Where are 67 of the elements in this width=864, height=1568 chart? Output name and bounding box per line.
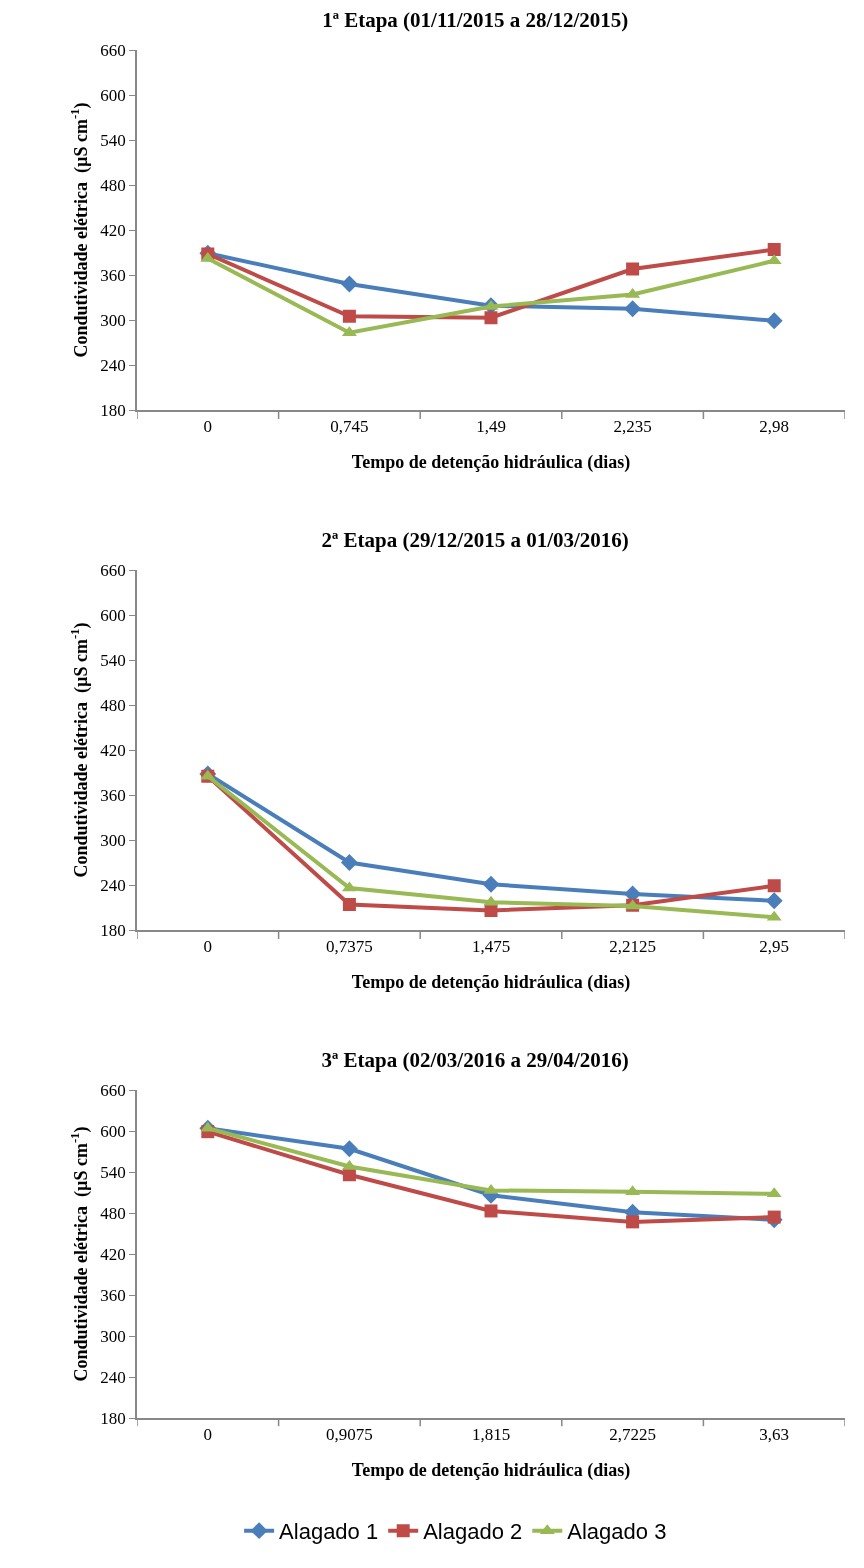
point (767, 243, 781, 256)
x-tick-label: 0,745 (330, 417, 369, 437)
x-tick-label: 0,7375 (326, 937, 373, 957)
x-axis-title: Tempo de detenção hidráulica (dias) (351, 971, 631, 993)
y-tick-label: 300 (100, 310, 126, 330)
y-tick-label: 420 (100, 220, 126, 240)
y-tick-label: 240 (100, 355, 126, 375)
y-tick-label: 660 (100, 560, 126, 580)
y-tick-label: 600 (100, 605, 126, 625)
point (342, 898, 356, 911)
point (765, 312, 783, 330)
point (626, 1215, 640, 1229)
y-tick-label: 480 (100, 695, 126, 715)
point (482, 875, 500, 893)
x-tick-label: 0 (203, 1425, 213, 1445)
x-tick-label: 2,7225 (609, 1425, 656, 1445)
point (340, 854, 358, 871)
y-tick-label: 540 (100, 650, 126, 670)
chart-title: 2ª Etapa (29/12/2015 a 01/03/2016) (321, 527, 629, 552)
x-tick-label: 3,63 (759, 1425, 790, 1445)
point (342, 309, 356, 323)
x-tick-label: 1,49 (476, 417, 506, 437)
x-tick-label: 0 (203, 937, 213, 957)
point (626, 262, 640, 276)
y-tick-label: 540 (100, 130, 126, 150)
point (340, 1140, 358, 1158)
point (484, 311, 498, 325)
y-tick-label: 540 (100, 1162, 126, 1182)
y-tick-label: 360 (100, 265, 126, 285)
x-tick-label: 1,815 (471, 1425, 511, 1445)
x-tick-label: 2,98 (759, 417, 790, 437)
y-tick-label: 360 (100, 1285, 126, 1305)
x-tick-label: 0,9075 (326, 1425, 373, 1445)
point (767, 1210, 781, 1224)
legend-label: Alagado 2 (423, 1519, 523, 1545)
y-tick-label: 180 (100, 920, 126, 940)
point (624, 300, 642, 318)
point (767, 879, 781, 893)
y-tick-label: 300 (100, 830, 126, 850)
chart-title: 3ª Etapa (02/03/2016 a 29/04/2016) (321, 1047, 629, 1072)
x-tick-label: 0 (203, 417, 213, 437)
y-tick-label: 180 (100, 1408, 126, 1428)
y-tick-label: 240 (100, 1367, 126, 1387)
legend-label: Alagado 3 (567, 1519, 667, 1545)
y-tick-label: 300 (100, 1326, 126, 1346)
x-axis-title: Tempo de detenção hidráulica (dias) (351, 1459, 631, 1481)
y-tick-label: 420 (100, 1244, 126, 1264)
y-tick-label: 180 (100, 400, 126, 420)
x-tick-label: 2,235 (613, 417, 652, 437)
y-tick-label: 660 (100, 1080, 126, 1100)
y-tick-label: 360 (100, 785, 126, 805)
y-tick-label: 480 (100, 175, 126, 195)
chart-title: 1ª Etapa (01/11/2015 a 28/12/2015) (322, 7, 629, 32)
y-tick-label: 420 (100, 740, 126, 760)
x-tick-label: 2,2125 (609, 937, 656, 957)
point (765, 892, 783, 910)
point (340, 275, 358, 293)
x-tick-label: 1,475 (471, 937, 511, 957)
y-tick-label: 600 (100, 85, 126, 105)
legend-label: Alagado 1 (279, 1519, 379, 1545)
point (484, 1204, 498, 1218)
y-tick-label: 600 (100, 1121, 126, 1141)
y-tick-label: 240 (100, 875, 126, 895)
x-axis-title: Tempo de detenção hidráulica (dias) (351, 451, 631, 473)
y-tick-label: 480 (100, 1203, 126, 1223)
y-tick-label: 660 (100, 40, 126, 60)
x-tick-label: 2,95 (759, 937, 790, 957)
